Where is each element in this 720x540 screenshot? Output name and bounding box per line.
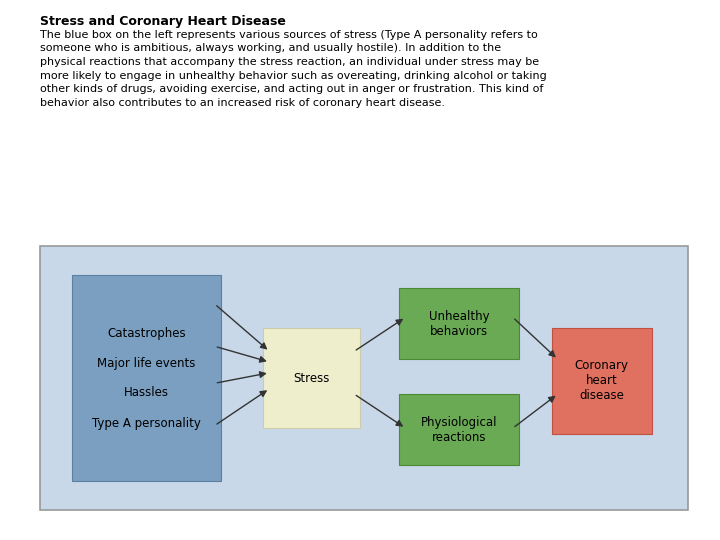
- FancyBboxPatch shape: [40, 246, 688, 510]
- Text: Stress: Stress: [294, 372, 330, 384]
- Text: Physiological
reactions: Physiological reactions: [421, 416, 498, 443]
- FancyBboxPatch shape: [72, 275, 221, 481]
- Text: Unhealthy
behaviors: Unhealthy behaviors: [429, 310, 490, 338]
- Text: Catastrophes

Major life events

Hassles

Type A personality: Catastrophes Major life events Hassles T…: [92, 327, 201, 429]
- FancyBboxPatch shape: [264, 328, 361, 428]
- FancyBboxPatch shape: [399, 288, 519, 360]
- FancyBboxPatch shape: [552, 328, 652, 434]
- Text: Stress and Coronary Heart Disease: Stress and Coronary Heart Disease: [40, 15, 285, 28]
- Text: Coronary
heart
disease: Coronary heart disease: [575, 359, 629, 402]
- Text: The blue box on the left represents various sources of stress (Type A personalit: The blue box on the left represents vari…: [40, 30, 546, 107]
- FancyBboxPatch shape: [399, 394, 519, 465]
